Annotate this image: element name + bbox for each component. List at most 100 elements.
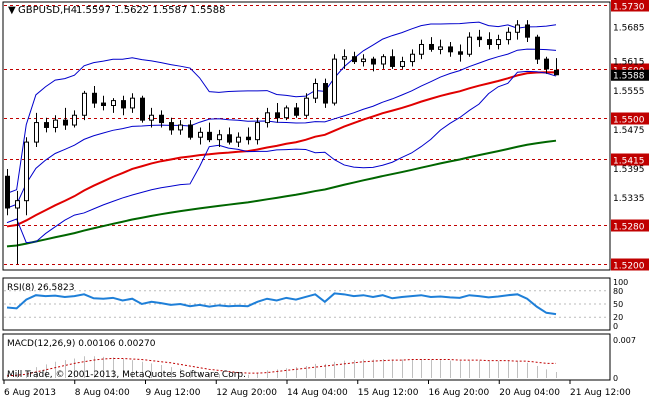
candle-body: [275, 112, 280, 119]
candle-body: [381, 56, 386, 65]
candle-body: [410, 53, 415, 63]
candles: [5, 20, 559, 265]
candle-body: [448, 46, 453, 53]
candle-body: [72, 114, 77, 126]
rsi-axis-label: 50: [613, 300, 623, 309]
candle-body: [332, 58, 337, 104]
candle-body: [544, 58, 549, 70]
copyright-watermark: Mill Trade, © 2001-2013, MetaQuotes Soft…: [7, 370, 246, 380]
macd-title: MACD(12,26,9) 0.00106 0.00270: [7, 339, 156, 349]
candle-body: [15, 200, 20, 209]
candle-body: [149, 114, 154, 121]
chart-title-arrow-icon[interactable]: ▼: [8, 5, 16, 16]
time-axis-label: 9 Aug 12:00: [146, 388, 201, 398]
candle-body: [294, 107, 299, 116]
rsi-axis-label: 80: [613, 287, 623, 296]
candle-body: [467, 36, 472, 55]
candle-body: [535, 36, 540, 60]
slow-moving-average-line: [6, 139, 557, 248]
macd-indicator: 0.007 0: [6, 336, 636, 383]
candle-body: [24, 141, 29, 202]
rsi-title: RSI(8) 26.5823: [7, 283, 74, 293]
rsi-line: [6, 292, 557, 316]
level-label-text: 1.5280: [613, 223, 645, 233]
candle-body: [342, 56, 347, 60]
fast-moving-average-line: [6, 71, 557, 228]
candle-body: [304, 97, 309, 116]
candle-body: [284, 107, 289, 119]
candle-body: [188, 124, 193, 138]
price-axis-label: 1.5615: [613, 58, 645, 68]
candle-body: [207, 131, 212, 141]
time-axis-label: 8 Aug 04:00: [75, 388, 130, 398]
rsi-axis-label: 0: [613, 322, 618, 331]
time-axis-label: 12 Aug 20:00: [216, 388, 277, 398]
macd-signal-line: [6, 357, 556, 377]
candle-body: [130, 97, 135, 109]
level-label-bg: [611, 258, 649, 271]
level-label-bg: [611, 219, 649, 232]
price-panel-frame: [2, 1, 611, 271]
current-price-label: 1.5588: [613, 72, 645, 82]
time-axis: 6 Aug 2013 8 Aug 04:00 9 Aug 12:00 12 Aug 2…: [3, 380, 631, 398]
candle-body: [496, 39, 501, 45]
candle-body: [159, 114, 164, 124]
candle-body: [361, 58, 366, 63]
candle-body: [487, 39, 492, 45]
candle-body: [352, 56, 357, 63]
candle-body: [255, 122, 260, 141]
level-label-bg: [611, 112, 649, 125]
candle-body: [227, 134, 232, 143]
candle-body: [217, 134, 222, 141]
time-axis-label: 6 Aug 2013: [4, 388, 56, 398]
level-label-bg: [611, 0, 649, 12]
level-price-labels: 1.57301.56001.55001.54151.52801.52001.56…: [611, 0, 649, 272]
candle-body: [438, 46, 443, 50]
candle-body: [178, 124, 183, 131]
candle-body: [554, 69, 559, 76]
time-axis-label: 15 Aug 12:00: [358, 388, 419, 398]
price-axis-label: 1.5555: [613, 87, 645, 97]
candle-body: [477, 36, 482, 41]
candle-body: [236, 136, 241, 143]
level-label-text: 1.5200: [613, 262, 645, 272]
candle-body: [458, 51, 463, 55]
candle-body: [246, 136, 251, 141]
bollinger-lower-band: [6, 70, 557, 244]
candle-body: [53, 119, 58, 128]
candle-body: [506, 31, 511, 41]
candle-body: [5, 175, 10, 209]
bollinger-upper-band: [6, 21, 557, 194]
candle-body: [419, 43, 424, 55]
level-lines: [4, 5, 609, 265]
level-label-text: 1.5730: [613, 3, 645, 13]
candle-body: [82, 92, 87, 116]
chart-symbol-title: GBPUSD,H4: [18, 5, 77, 16]
time-axis-label: 16 Aug 20:00: [429, 388, 490, 398]
chart-ohlc-values: 1.5597 1.5622 1.5587 1.5588: [76, 5, 226, 16]
price-axis-label: 1.5475: [613, 126, 645, 136]
bollinger-bands: [6, 21, 557, 244]
candle-body: [92, 92, 97, 104]
candle-body: [44, 122, 49, 128]
time-axis-label: 20 Aug 04:00: [499, 388, 560, 398]
price-axis-label: 1.5685: [613, 23, 645, 33]
rsi-axis-label: 20: [613, 313, 623, 322]
candle-body: [313, 83, 318, 99]
level-label-bg: [611, 153, 649, 166]
candle-body: [198, 131, 203, 138]
candle-body: [265, 112, 270, 124]
candle-body: [429, 43, 434, 50]
candle-body: [169, 122, 174, 131]
level-label-text: 1.5415: [613, 157, 645, 167]
candle-body: [121, 100, 126, 109]
candle-body: [323, 83, 328, 104]
candle-body: [515, 24, 520, 33]
rsi-panel-frame: [2, 277, 611, 331]
candle-body: [34, 122, 39, 143]
macd-axis-label: 0: [613, 374, 618, 383]
macd-panel-frame: [2, 333, 611, 381]
